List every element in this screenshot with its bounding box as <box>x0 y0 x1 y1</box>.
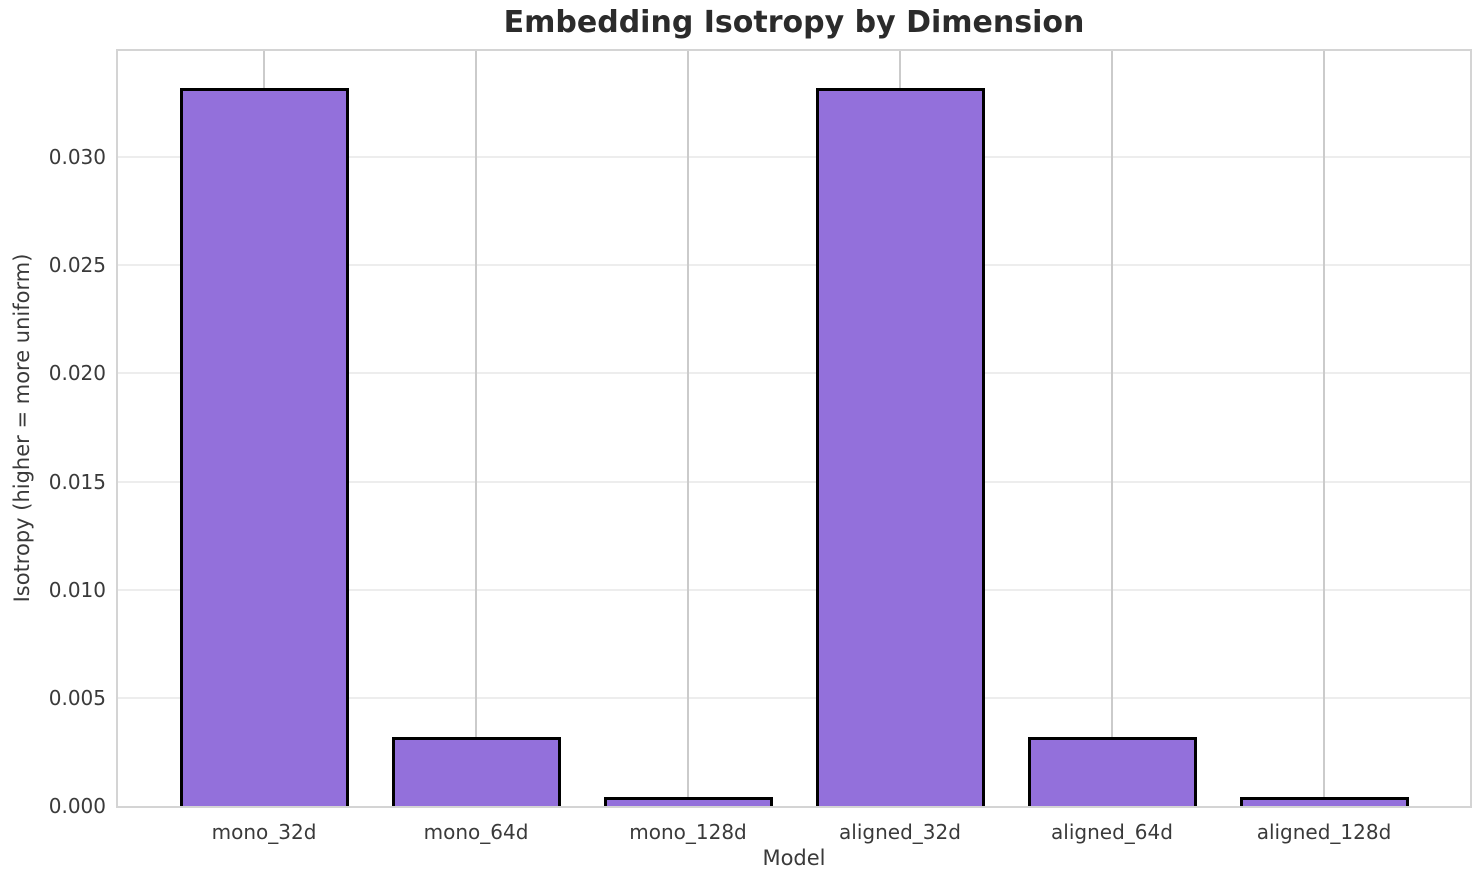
y-tick-label: 0.020 <box>48 361 106 386</box>
x-tick-label: mono_128d <box>629 820 747 844</box>
gridline-vertical <box>687 51 689 806</box>
bar-aligned_64d <box>1027 736 1197 806</box>
y-tick-label: 0.000 <box>48 794 106 818</box>
gridline-horizontal <box>118 156 1470 158</box>
y-tick-label: 0.030 <box>48 145 106 169</box>
x-tick-label: aligned_32d <box>839 820 961 844</box>
bar-aligned_32d <box>815 87 985 806</box>
x-tick-label: mono_64d <box>423 820 529 844</box>
bar-mono_32d <box>179 87 349 806</box>
y-tick-label: 0.010 <box>48 577 106 602</box>
gridline-horizontal <box>118 372 1470 375</box>
gridline-horizontal <box>118 696 1470 699</box>
gridline-vertical <box>1323 51 1325 806</box>
y-tick-label: 0.005 <box>48 685 106 710</box>
x-axis-label: Model <box>762 846 826 870</box>
y-axis-label: Isotropy (higher = more uniform) <box>10 253 34 603</box>
gridline-horizontal <box>118 588 1470 591</box>
bar-mono_128d <box>603 797 773 806</box>
y-tick-label: 0.025 <box>48 253 106 278</box>
x-tick-label: aligned_128d <box>1256 820 1392 844</box>
gridline-vertical <box>475 51 477 806</box>
x-tick-label: mono_32d <box>211 820 317 844</box>
x-tick-label: aligned_64d <box>1051 820 1173 844</box>
plot-area <box>116 49 1472 808</box>
gridline-vertical <box>1111 51 1113 806</box>
bar-aligned_128d <box>1239 797 1409 806</box>
y-tick-label: 0.015 <box>48 469 106 494</box>
gridline-horizontal <box>118 264 1470 267</box>
bar-mono_64d <box>391 736 561 806</box>
gridline-horizontal <box>118 480 1470 483</box>
chart-title: Embedding Isotropy by Dimension <box>503 5 1085 40</box>
